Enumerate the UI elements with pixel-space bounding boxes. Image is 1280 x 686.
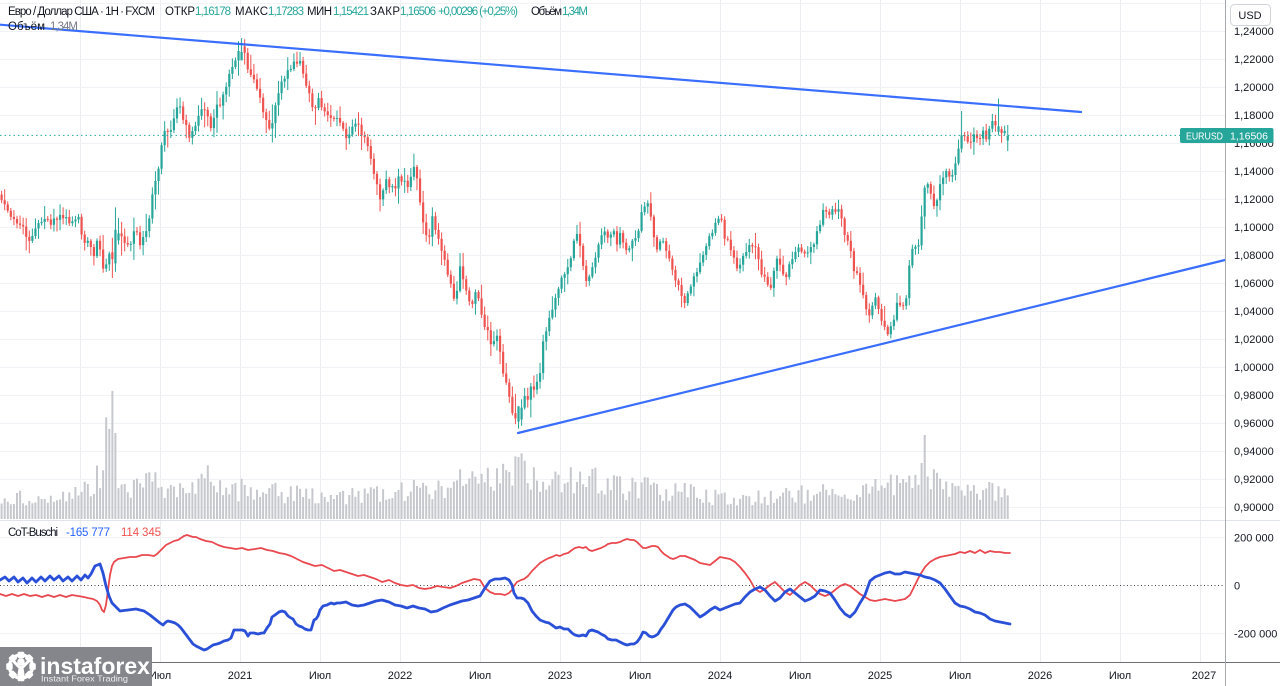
svg-text:instaforex: instaforex: [40, 653, 150, 679]
svg-text:0,92000: 0,92000: [1234, 474, 1274, 486]
svg-text:2022: 2022: [388, 670, 412, 682]
svg-text:2021: 2021: [228, 670, 252, 682]
svg-text:2025: 2025: [868, 670, 892, 682]
svg-text:USD: USD: [1238, 10, 1261, 22]
svg-text:Июл: Июл: [949, 670, 971, 682]
svg-text:1,10000: 1,10000: [1234, 222, 1274, 234]
svg-text:1,14000: 1,14000: [1234, 166, 1274, 178]
svg-text:0: 0: [1234, 581, 1240, 593]
svg-text:Объём1,34М: Объём 1,34М: [8, 21, 78, 33]
svg-text:0,94000: 0,94000: [1234, 446, 1274, 458]
svg-text:1,02000: 1,02000: [1234, 334, 1274, 346]
svg-text:2024: 2024: [708, 670, 732, 682]
svg-text:EURUSD: EURUSD: [1186, 131, 1223, 142]
svg-text:1,16506: 1,16506: [1230, 131, 1268, 142]
svg-text:Июл: Июл: [469, 670, 491, 682]
svg-text:0,98000: 0,98000: [1234, 390, 1274, 402]
svg-text:0,90000: 0,90000: [1234, 502, 1274, 514]
svg-text:1,04000: 1,04000: [1234, 306, 1274, 318]
svg-text:1,24000: 1,24000: [1234, 26, 1274, 38]
svg-text:Июл: Июл: [149, 670, 171, 682]
svg-text:1,00000: 1,00000: [1234, 362, 1274, 374]
svg-text:1,08000: 1,08000: [1234, 250, 1274, 262]
svg-text:Июл: Июл: [789, 670, 811, 682]
svg-text:Июл: Июл: [1109, 670, 1131, 682]
svg-text:Июл: Июл: [309, 670, 331, 682]
svg-text:200 000: 200 000: [1234, 533, 1274, 545]
svg-text:1,20000: 1,20000: [1234, 82, 1274, 94]
svg-text:2027: 2027: [1192, 670, 1216, 682]
svg-text:1,12000: 1,12000: [1234, 194, 1274, 206]
svg-text:2023: 2023: [548, 670, 572, 682]
svg-text:1,18000: 1,18000: [1234, 110, 1274, 122]
svg-text:Instant Forex Trading: Instant Forex Trading: [41, 674, 128, 684]
svg-text:2026: 2026: [1028, 670, 1052, 682]
svg-text:0,96000: 0,96000: [1234, 418, 1274, 430]
svg-text:1,06000: 1,06000: [1234, 278, 1274, 290]
svg-text:-200 000: -200 000: [1234, 629, 1277, 641]
svg-text:1,22000: 1,22000: [1234, 54, 1274, 66]
svg-text:Июл: Июл: [629, 670, 651, 682]
